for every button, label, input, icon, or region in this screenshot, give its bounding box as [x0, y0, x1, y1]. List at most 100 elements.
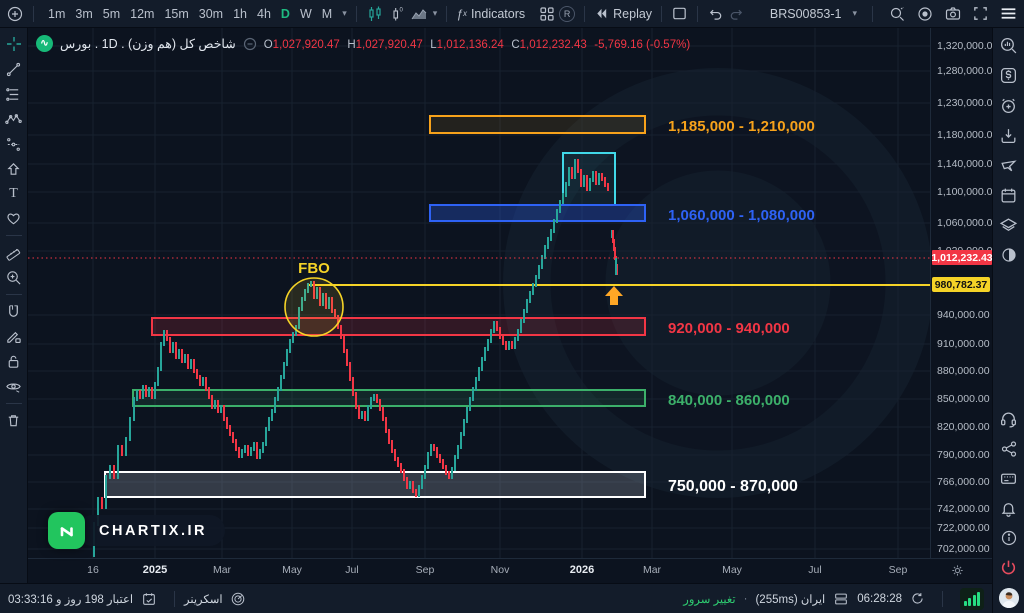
share-icon[interactable] — [1000, 440, 1018, 458]
last-price-label: 1,012,232.43 — [931, 250, 993, 265]
download-icon[interactable] — [999, 126, 1018, 145]
price-tick: 1,230,000.00 — [937, 97, 999, 109]
price-tick: 880,000.00 — [937, 365, 990, 377]
screener-icon[interactable] — [230, 591, 246, 607]
chevron-down-icon[interactable]: ▾ — [342, 8, 347, 18]
plus-circle-icon[interactable] — [6, 5, 24, 23]
chart-pane[interactable]: 1,185,000 - 1,210,000 1,060,000 - 1,080,0… — [28, 28, 930, 558]
timeframe-D[interactable]: D — [280, 6, 290, 21]
time-axis[interactable]: 16 2025 Mar May Jul Sep Nov 2026 Mar May Jul Sep — [28, 558, 992, 583]
divider — [355, 5, 357, 22]
divider — [5, 403, 22, 404]
menu-icon[interactable] — [999, 4, 1018, 23]
bell-icon[interactable] — [999, 499, 1018, 518]
indicators-button[interactable]: Indicators — [470, 6, 526, 21]
close-value: 1,012,232.43 — [519, 38, 587, 51]
zone-resistance-high[interactable] — [429, 115, 646, 134]
zoom-in-icon[interactable] — [5, 269, 22, 286]
target-icon[interactable] — [916, 5, 934, 23]
timeframe-4h[interactable]: 4h — [257, 6, 271, 21]
timeframe-1h[interactable]: 1h — [233, 6, 248, 21]
trash-icon[interactable] — [5, 412, 22, 429]
camera-icon[interactable] — [944, 5, 962, 23]
divider — [697, 5, 699, 22]
candle-zero-icon[interactable]: 0 — [388, 5, 406, 23]
up-arrow-annotation[interactable] — [605, 286, 623, 305]
symbol-search-icon[interactable] — [999, 36, 1018, 55]
divider — [174, 590, 176, 607]
magic-search-icon[interactable] — [888, 5, 906, 23]
zone-resistance-mid[interactable] — [429, 204, 646, 222]
magnet-icon[interactable] — [5, 303, 22, 320]
power-icon[interactable] — [999, 558, 1018, 577]
zone-support-1[interactable] — [151, 317, 646, 336]
screener-button[interactable]: اسکرینر — [184, 593, 223, 606]
payment-icon[interactable] — [999, 469, 1018, 488]
draw-lock-icon[interactable] — [5, 328, 22, 345]
area-chart-icon[interactable] — [410, 5, 428, 23]
timeframe-5m[interactable]: 5m — [102, 6, 121, 21]
globe-icon[interactable] — [1000, 246, 1018, 264]
minus-circle-icon[interactable] — [243, 37, 257, 51]
alarm-add-icon[interactable] — [999, 96, 1018, 115]
timeframe-12m[interactable]: 12m — [130, 6, 155, 21]
layers-icon[interactable] — [999, 216, 1018, 235]
candlestick-series — [93, 159, 618, 557]
pattern-icon[interactable] — [5, 111, 22, 128]
avatar[interactable] — [998, 588, 1019, 608]
fullscreen-icon[interactable] — [972, 5, 989, 22]
gear-icon[interactable] — [950, 563, 965, 578]
square-icon[interactable] — [671, 5, 688, 22]
time-tick: 2025 — [142, 564, 168, 576]
text-icon[interactable]: T — [9, 186, 18, 201]
price-axis[interactable]: 1,012,232.43 980,782.37 1,320,000.00 1,28… — [930, 28, 998, 558]
trendline-icon[interactable] — [5, 61, 22, 78]
candles-icon[interactable] — [366, 5, 384, 23]
timeframe-30m[interactable]: 30m — [198, 6, 224, 21]
timeframe-W[interactable]: W — [299, 6, 312, 21]
alert-price-label: 980,782.37 — [932, 277, 990, 292]
symbol-title[interactable]: شاخص کل (هم وزن) . 1D . بورس — [60, 37, 236, 51]
timeframe-3m[interactable]: 3m — [75, 6, 93, 21]
forecast-icon[interactable] — [5, 136, 22, 153]
timeframe-buttons: 1m 3m 5m 12m 15m 30m 1h 4h D W M — [43, 5, 337, 23]
layout-name[interactable]: BRS00853-1 — [769, 6, 842, 21]
heart-icon[interactable] — [5, 210, 22, 227]
fbo-circle[interactable] — [284, 277, 344, 337]
headset-icon[interactable] — [999, 410, 1018, 429]
chevron-down-icon[interactable]: ▾ — [852, 8, 857, 18]
chevron-down-icon[interactable]: ▾ — [432, 8, 438, 18]
change-server-link[interactable]: تغییر سرور — [683, 593, 736, 606]
arrow-shape-icon[interactable] — [5, 161, 22, 178]
price-tick: 722,000.00 — [937, 522, 990, 534]
dollar-icon[interactable] — [999, 66, 1018, 85]
rewind-icon[interactable] — [594, 6, 609, 21]
bird-icon[interactable] — [999, 156, 1018, 175]
zone-support-3[interactable] — [104, 471, 646, 498]
volume-bars-icon[interactable] — [960, 587, 984, 610]
undo-icon[interactable] — [707, 5, 724, 22]
fib-icon[interactable] — [5, 86, 22, 103]
r-badge[interactable]: R — [559, 5, 576, 22]
timeframe-1m[interactable]: 1m — [48, 6, 66, 21]
crosshair-icon[interactable] — [5, 35, 23, 53]
credit-label: اعتبار 198 روز و 03:33:16 — [8, 593, 134, 606]
ruler-icon[interactable] — [5, 244, 22, 261]
calendar-icon[interactable] — [999, 186, 1018, 205]
time-tick: Nov — [490, 564, 510, 576]
low-value: 1,012,136.24 — [436, 38, 504, 51]
replay-button[interactable]: Replay — [613, 6, 653, 21]
redo-icon[interactable] — [728, 5, 745, 22]
lock-icon[interactable] — [5, 353, 22, 370]
timeframe-15m[interactable]: 15m — [164, 6, 189, 21]
eye-icon[interactable] — [5, 378, 22, 395]
time-tick: 2026 — [569, 564, 595, 576]
timeframe-M[interactable]: M — [321, 6, 333, 21]
grid-layout-icon[interactable] — [539, 6, 555, 22]
refresh-icon[interactable] — [910, 591, 925, 606]
divider — [661, 5, 663, 22]
price-tick: 766,000.00 — [937, 476, 990, 488]
zone-label-support-2: 840,000 - 860,000 — [668, 392, 790, 409]
info-icon[interactable] — [1000, 529, 1018, 547]
